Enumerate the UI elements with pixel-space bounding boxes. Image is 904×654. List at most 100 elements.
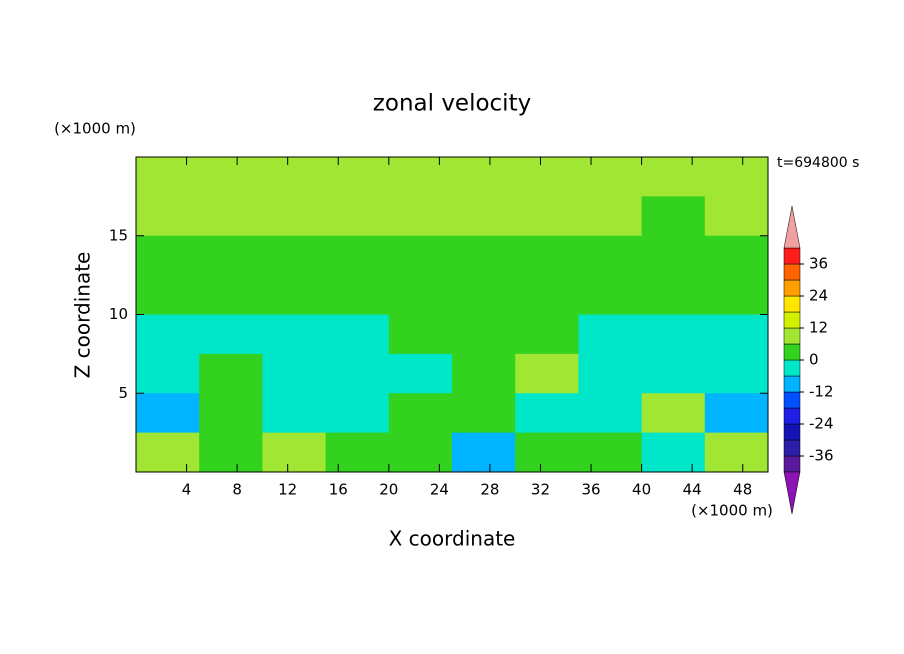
contour-cell	[262, 196, 327, 237]
contour-cell	[262, 157, 327, 197]
contour-cell	[388, 235, 453, 276]
colorbar-box	[783, 279, 801, 297]
contour-cell	[515, 235, 579, 276]
colorbar-tick-label: 12	[809, 319, 828, 337]
colorbar-box	[783, 359, 801, 377]
contour-cell	[388, 432, 453, 473]
contour-cell	[452, 196, 516, 237]
contour-cell	[704, 393, 769, 434]
contour-cell	[641, 275, 706, 315]
x-tick-label: 16	[329, 481, 348, 499]
contour-cell	[515, 275, 579, 315]
colorbar-tick-label: -12	[809, 383, 834, 401]
contour-cell	[136, 157, 200, 197]
colorbar-tick-label: 24	[809, 287, 828, 305]
x-unit: (×1000 m)	[691, 502, 773, 520]
colorbar-box	[783, 263, 801, 281]
colorbar-tick-label: 36	[809, 255, 828, 273]
contour-cell	[199, 314, 263, 355]
contour-cell	[641, 157, 706, 197]
colorbar-box	[783, 391, 801, 409]
x-tick-label: 28	[480, 481, 499, 499]
colorbar-box	[783, 375, 801, 393]
contour-cell	[452, 314, 516, 355]
contour-cell	[136, 196, 200, 237]
colorbar-under	[783, 471, 801, 515]
x-axis-label: X coordinate	[389, 527, 516, 551]
contour-cell	[199, 196, 263, 237]
contour-cell	[452, 432, 516, 473]
contour-cell	[388, 393, 453, 434]
contour-cell	[452, 353, 516, 394]
contour-cell	[578, 432, 643, 473]
contour-cell	[325, 432, 390, 473]
contour-cell	[325, 235, 390, 276]
contour-cell	[704, 353, 769, 394]
colorbar-box	[783, 455, 801, 473]
chart-title: zonal velocity	[373, 91, 531, 117]
contour-cell	[641, 432, 706, 473]
contour-cell	[515, 314, 579, 355]
contour-cell	[325, 314, 390, 355]
colorbar-tick-label: -24	[809, 415, 834, 433]
contour-cell	[388, 157, 453, 197]
contour-cell	[388, 275, 453, 315]
contour-cell	[136, 235, 200, 276]
contour-cell	[199, 235, 263, 276]
contour-cell	[641, 353, 706, 394]
contour-cell	[641, 393, 706, 434]
contour-cell	[641, 235, 706, 276]
contour-cell	[136, 353, 200, 394]
contour-cell	[515, 432, 579, 473]
contour-cell	[578, 393, 643, 434]
contour-cell	[262, 314, 327, 355]
time-annotation: t=694800 s	[777, 155, 859, 171]
x-tick-label: 32	[531, 481, 550, 499]
colorbar-box	[783, 423, 801, 441]
colorbar-tick-label: -36	[809, 447, 834, 465]
contour-cell	[199, 275, 263, 315]
contour-cell	[452, 157, 516, 197]
contour-cell	[325, 393, 390, 434]
contour-cell	[578, 275, 643, 315]
contour-cell	[452, 235, 516, 276]
x-tick-label: 24	[430, 481, 449, 499]
colorbar-box	[783, 407, 801, 425]
contour-cell	[262, 432, 327, 473]
colorbar-over	[783, 205, 801, 249]
contour-cell	[136, 393, 200, 434]
contour-cell	[641, 314, 706, 355]
contour-cell	[641, 196, 706, 237]
y-tick-label: 15	[109, 226, 128, 244]
contour-cell	[325, 157, 390, 197]
y-unit: (×1000 m)	[54, 120, 136, 138]
x-tick-label: 20	[379, 481, 398, 499]
contour-cell	[578, 157, 643, 197]
contour-cell	[452, 275, 516, 315]
y-tick-label: 5	[118, 384, 128, 402]
contour-cell	[325, 196, 390, 237]
contour-cell	[388, 314, 453, 355]
x-tick-label: 44	[683, 481, 702, 499]
contour-cell	[704, 235, 769, 276]
colorbar-box	[783, 295, 801, 313]
contour-cell	[262, 275, 327, 315]
contour-cell	[578, 314, 643, 355]
contour-cell	[452, 393, 516, 434]
contour-cell	[704, 314, 769, 355]
x-tick-label: 48	[733, 481, 752, 499]
contour-cell	[325, 275, 390, 315]
contour-cell	[199, 393, 263, 434]
colorbar-box	[783, 327, 801, 345]
contour-cell	[262, 353, 327, 394]
contour-cell	[515, 353, 579, 394]
x-tick-label: 8	[232, 481, 242, 499]
contour-cell	[262, 393, 327, 434]
contour-cell	[704, 196, 769, 237]
contour-cell	[136, 432, 200, 473]
contour-cell	[199, 353, 263, 394]
colorbar-box	[783, 247, 801, 265]
contour-cell	[262, 235, 327, 276]
contour-cell	[704, 275, 769, 315]
